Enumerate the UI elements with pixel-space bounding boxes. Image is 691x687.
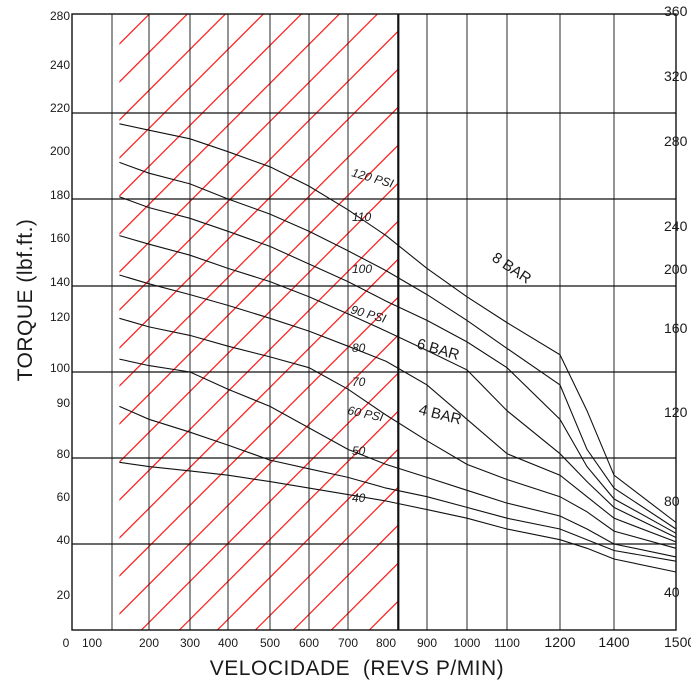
curve-label-100: 100 xyxy=(352,262,372,276)
hatch-line xyxy=(119,14,303,197)
curve-label-80: 80 xyxy=(352,341,366,355)
x-tick-label: 1100 xyxy=(494,636,520,650)
x-tick-label: 1200 xyxy=(544,634,575,650)
right-tick-label: 280 xyxy=(664,133,688,149)
curve-label-40: 40 xyxy=(352,491,366,505)
torque-curve-9 xyxy=(119,461,677,573)
curve-label-50: 50 xyxy=(352,444,366,458)
y-tick-label: 120 xyxy=(50,310,70,324)
hatch-line xyxy=(119,14,227,121)
right-tick-label: 200 xyxy=(664,261,688,277)
y-axis-title: TORQUE (lbf.ft.) xyxy=(14,219,37,382)
x-tick-label: 500 xyxy=(260,636,280,650)
torque-curve-8 xyxy=(119,405,677,562)
x-tick-label: 0 xyxy=(63,636,70,650)
x-tick-label: 1000 xyxy=(454,636,481,650)
hatch-line xyxy=(119,144,399,425)
curve-label-70: 70 xyxy=(352,375,366,389)
curve-label-90-psi: 90 PSI xyxy=(349,302,388,326)
y-tick-label: 40 xyxy=(57,533,71,547)
hatch-line xyxy=(635,0,691,630)
torque-curve-4 xyxy=(119,235,677,538)
hatch-line xyxy=(119,14,379,273)
x-tick-label: 900 xyxy=(417,636,437,650)
x-tick-label: 800 xyxy=(376,636,396,650)
y-tick-label: 240 xyxy=(50,58,70,72)
x-tick-label: 1500 xyxy=(664,634,691,650)
hatch-line xyxy=(119,258,399,539)
torque-curve-7 xyxy=(119,358,677,558)
y-tick-label: 280 xyxy=(50,9,70,23)
right-tick-label: 160 xyxy=(664,320,688,336)
curve-label-4-bar: 4 BAR xyxy=(417,401,463,428)
hatch-line xyxy=(119,182,399,463)
right-tick-label: 120 xyxy=(664,404,688,420)
torque-curve-6 xyxy=(119,317,677,549)
curve-label-60-psi: 60 PSI xyxy=(346,403,385,424)
torque-curve-1 xyxy=(119,123,677,523)
y-tick-label: 180 xyxy=(50,188,70,202)
x-tick-label: 300 xyxy=(180,636,200,650)
hatch-line xyxy=(178,410,399,630)
hatched-region xyxy=(119,0,691,630)
curves xyxy=(119,123,677,573)
x-tick-label: 700 xyxy=(338,636,358,650)
right-tick-label: 40 xyxy=(664,584,680,600)
hatch-line xyxy=(216,448,399,630)
y-tick-label: 20 xyxy=(57,588,71,602)
hatch-line xyxy=(254,486,399,630)
x-tick-label: 200 xyxy=(139,636,159,650)
hatch-line xyxy=(119,296,399,577)
tick-labels: 0 100 200 300 400 500 600 700 800 900 1000 1100 1200… xyxy=(50,3,691,650)
torque-curve-3 xyxy=(119,196,677,534)
chart-grid xyxy=(71,13,677,631)
hatch-line xyxy=(368,600,399,630)
hatch-line xyxy=(119,14,189,83)
right-tick-label: 360 xyxy=(664,3,688,19)
x-tick-label: 600 xyxy=(299,636,319,650)
torque-curve-5 xyxy=(119,274,677,543)
y-tick-label: 140 xyxy=(50,275,70,289)
x-tick-label: 100 xyxy=(82,636,102,650)
x-tick-label: 400 xyxy=(218,636,238,650)
x-tick-label: 1400 xyxy=(598,634,629,650)
torque-curve-2 xyxy=(119,161,677,530)
right-tick-label: 240 xyxy=(664,218,688,234)
y-tick-label: 100 xyxy=(50,361,70,375)
hatch-line xyxy=(119,14,265,159)
y-tick-label: 60 xyxy=(57,490,71,504)
curve-label-6-bar: 6 BAR xyxy=(415,336,462,364)
hatch-line xyxy=(119,106,399,387)
hatch-line xyxy=(119,14,341,235)
y-tick-label: 160 xyxy=(50,231,70,245)
hatch-line xyxy=(119,334,399,615)
x-axis-title: VELOCIDADE (REVS P/MIN) xyxy=(210,657,504,680)
curve-label-8-bar: 8 BAR xyxy=(489,249,535,287)
y-tick-label: 80 xyxy=(57,447,71,461)
right-tick-label: 80 xyxy=(664,493,680,509)
right-tick-label: 320 xyxy=(664,68,688,84)
hatch-line xyxy=(119,220,399,501)
y-tick-label: 220 xyxy=(50,101,70,115)
hatch-line xyxy=(445,0,691,630)
hatch-line xyxy=(597,0,691,630)
hatch-line xyxy=(407,0,691,630)
plot-frame xyxy=(71,13,677,631)
y-tick-label: 90 xyxy=(57,396,71,410)
hatch-line xyxy=(140,372,399,630)
hatch-line xyxy=(119,30,399,311)
y-tick-label: 200 xyxy=(50,144,70,158)
hatch-line xyxy=(119,68,399,349)
hatch-line xyxy=(521,0,691,630)
curve-label-110: 110 xyxy=(352,210,371,224)
